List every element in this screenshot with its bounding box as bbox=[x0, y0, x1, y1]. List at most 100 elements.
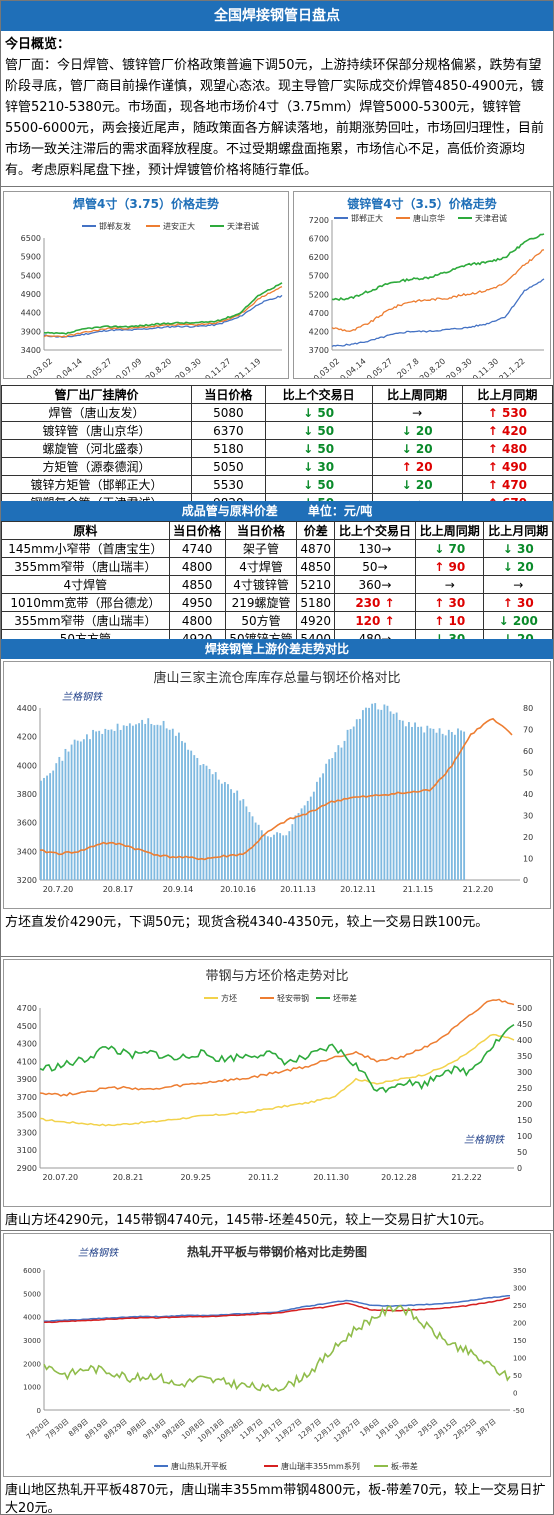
inventory-bar bbox=[282, 835, 285, 880]
y-tick-label: 4400 bbox=[17, 704, 37, 713]
inventory-bar bbox=[383, 704, 386, 880]
chart5-watermark: 兰格钢铁 bbox=[78, 1247, 119, 1259]
y-tick-label: 4100 bbox=[17, 1057, 37, 1066]
table-cell: 145mm小窄带（首唐宝生） bbox=[1, 539, 170, 558]
table-cell: 6370 bbox=[191, 421, 266, 440]
legend-label: 坯带差 bbox=[333, 993, 357, 1003]
legend-label: 板-带差 bbox=[391, 1461, 418, 1471]
inventory-bar bbox=[312, 791, 315, 880]
x-tick-label: 21.1.19 bbox=[233, 357, 262, 378]
table-cell: ↑ 30 bbox=[483, 593, 553, 612]
table-cell: ↑ 10 bbox=[415, 611, 485, 630]
table-cell: 焊管（唐山友发） bbox=[0, 403, 193, 422]
inventory-bar bbox=[444, 735, 447, 880]
galvanized-pipe-svg: 镀锌管4寸（3.5）价格走势 邯郸正大 唐山京华 天津君诚 7200 6700 6200… bbox=[308, 196, 545, 386]
chart3-title: 唐山三家主流仓库库存总量与钢坯价格对比 bbox=[153, 670, 400, 686]
inventory-bar bbox=[362, 710, 364, 880]
y2-tick-label: 250 bbox=[513, 1302, 526, 1310]
inventory-bar bbox=[429, 728, 432, 880]
table-cell: 5180 bbox=[296, 593, 335, 612]
inventory-bar bbox=[128, 723, 131, 880]
inventory-bar bbox=[147, 718, 150, 880]
table-cell: → bbox=[371, 403, 463, 422]
table-header: 比上周同期 bbox=[415, 521, 485, 540]
table-cell: 4740 bbox=[168, 539, 226, 558]
inventory-bar bbox=[392, 713, 395, 880]
legend-label: 唐山京华 bbox=[413, 213, 445, 223]
inventory-bar bbox=[460, 730, 462, 880]
inventory-bar bbox=[266, 836, 269, 880]
inventory-bar bbox=[89, 739, 91, 880]
summary-section: 今日概览： 管厂面：今日焊管、镀锌管厂价格政策普遍下调50元，上游持续环保部分规… bbox=[1, 31, 553, 187]
inventory-bar bbox=[141, 719, 144, 880]
table-row: 355mm窄带（唐山瑞丰） 4800 50方管 4920 120 ↑ ↑ 10 ↓ 200 bbox=[1, 611, 553, 630]
table-cell: ↓ 50 bbox=[264, 403, 373, 422]
table-row: 焊管（唐山友发） 5080 ↓ 50 → ↑ 530 bbox=[0, 403, 554, 422]
inventory-bar bbox=[334, 752, 337, 880]
inventory-bar bbox=[153, 725, 156, 880]
table-cell: ↓ 30 bbox=[264, 457, 373, 476]
series-line bbox=[331, 233, 545, 301]
inventory-bar bbox=[438, 728, 441, 880]
y-tick-label: 5900 bbox=[21, 253, 41, 262]
x-tick-label: 20.9.25 bbox=[180, 1173, 211, 1182]
inventory-bar bbox=[358, 718, 361, 880]
inventory-bar bbox=[49, 773, 52, 880]
y2-tick-label: 20 bbox=[523, 833, 533, 842]
y2-tick-label: 100 bbox=[513, 1355, 526, 1363]
inventory-bar bbox=[408, 722, 410, 880]
inventory-bar bbox=[214, 772, 217, 880]
table-cell: 5210 bbox=[296, 575, 335, 594]
legend-label: 方坯 bbox=[221, 993, 237, 1003]
inventory-bar bbox=[67, 751, 70, 880]
y-tick-label: 3000 bbox=[23, 1337, 41, 1345]
chart2-title: 镀锌管4寸（3.5）价格走势 bbox=[347, 196, 497, 211]
y2-tick-label: 300 bbox=[513, 1285, 526, 1293]
table-cell: 5080 bbox=[191, 403, 266, 422]
inventory-bar bbox=[76, 740, 79, 880]
galvanized-pipe-price-chart: 镀锌管4寸（3.5）价格走势 邯郸正大 唐山京华 天津君诚 7200 6700 6200… bbox=[293, 191, 551, 386]
inventory-bar bbox=[116, 723, 119, 880]
y2-tick-label: 40 bbox=[523, 790, 533, 799]
y-tick-label: 5400 bbox=[21, 271, 41, 280]
inventory-bar bbox=[52, 770, 55, 880]
y-tick-label: 5200 bbox=[309, 290, 329, 299]
welded-pipe-svg: 焊管4寸（3.75）价格走势 邯郸友发 进安正大 天津君诚 6500 5900 5400… bbox=[21, 196, 283, 386]
y2-tick-label: 60 bbox=[523, 747, 533, 756]
x-tick-label: 20.8.21 bbox=[113, 1173, 144, 1182]
inventory-bar bbox=[95, 731, 98, 880]
strip-billet-svg: 带钢与方坯价格走势对比 方坯 轻安带钢 坯带差 470045004300410039… bbox=[17, 968, 533, 1182]
inventory-bar bbox=[217, 779, 220, 880]
series-line bbox=[43, 282, 283, 335]
y-tick-label: 6200 bbox=[309, 253, 329, 262]
hotroll-strip-svg: 兰格钢铁 热轧开平板与带钢价格对比走势图 6000500040003000200… bbox=[23, 1244, 526, 1471]
legend-label: 进安正大 bbox=[163, 221, 195, 231]
inventory-bar bbox=[316, 781, 318, 880]
inventory-bar bbox=[184, 742, 186, 880]
table-cell: → bbox=[415, 575, 485, 594]
inventory-bar bbox=[107, 729, 110, 880]
table-cell: ↓ 50 bbox=[264, 421, 373, 440]
x-tick-label: 20.9.30 bbox=[174, 357, 203, 378]
x-tick-label: 20.11.27 bbox=[200, 357, 233, 378]
inventory-bar bbox=[224, 782, 226, 880]
inventory-billet-chart: 唐山三家主流仓库库存总量与钢坯价格对比 兰格钢铁 4400 4200 4000 380… bbox=[3, 661, 551, 909]
table-cell: → bbox=[483, 575, 553, 594]
x-tick-label: 20.04.14 bbox=[335, 357, 368, 378]
legend-label: 唐山热轧开平板 bbox=[171, 1461, 227, 1471]
spread-bar-unit: 单位：元/吨 bbox=[307, 504, 373, 518]
table-cell: 4850 bbox=[296, 557, 335, 576]
welded-pipe-price-chart: 焊管4寸（3.75）价格走势 邯郸友发 进安正大 天津君诚 6500 5900 5400… bbox=[3, 191, 289, 386]
inventory-bar bbox=[389, 711, 392, 880]
chart5-title: 热轧开平板与带钢价格对比走势图 bbox=[187, 1244, 367, 1259]
table-cell: 螺旋管（河北盛泰） bbox=[0, 439, 193, 458]
x-tick-label: 20.10.16 bbox=[220, 885, 256, 894]
inventory-bar bbox=[122, 725, 125, 880]
chart3-watermark: 兰格钢铁 bbox=[62, 691, 103, 703]
inventory-bar bbox=[340, 747, 343, 880]
inventory-bar bbox=[70, 744, 73, 880]
table-cell: ↑ 20 bbox=[371, 457, 463, 476]
inventory-bar bbox=[328, 759, 331, 880]
y-tick-label: 6500 bbox=[21, 234, 41, 243]
